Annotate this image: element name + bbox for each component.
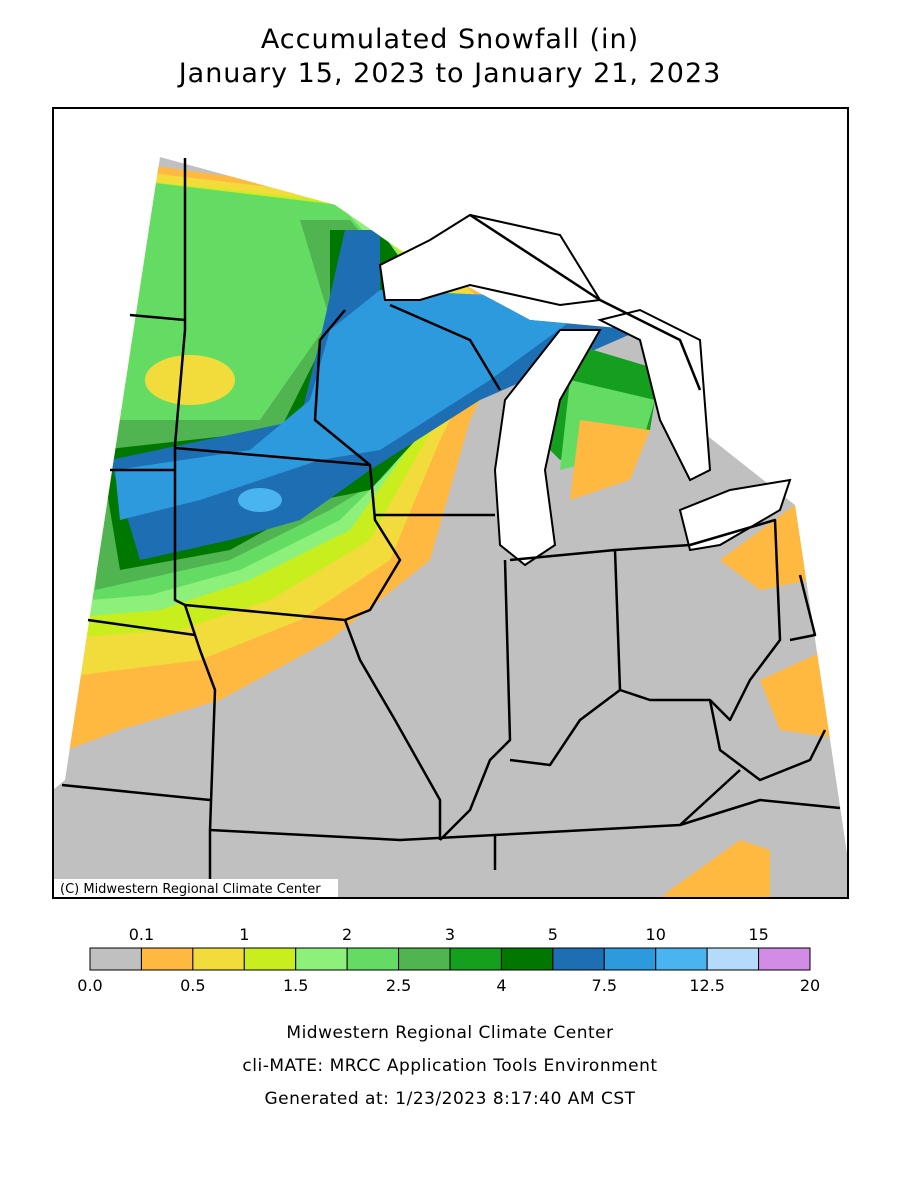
legend-swatch xyxy=(552,947,605,971)
legend-label: 1.5 xyxy=(283,976,308,995)
legend-swatch xyxy=(243,947,297,971)
legend-label: 10 xyxy=(646,925,666,944)
footer-line: Midwestern Regional Climate Center xyxy=(286,1023,613,1043)
legend-label: 2 xyxy=(342,925,352,944)
title: Accumulated Snowfall (in) xyxy=(261,24,639,55)
legend: 0.0 0.1 0.5 1 1.5 2 2.5 3 4 5 7.5 10 12.5 15 20 xyxy=(77,925,820,995)
legend-swatch xyxy=(706,947,760,971)
legend-label: 7.5 xyxy=(592,976,617,995)
footer-line: cli-MATE: MRCC Application Tools Environ… xyxy=(242,1056,657,1076)
legend-swatch xyxy=(655,947,708,971)
footer-line: Generated at: 1/23/2023 8:17:40 AM CST xyxy=(264,1089,635,1109)
legend-swatch xyxy=(500,947,554,971)
legend-label: 1 xyxy=(239,925,249,944)
legend-label: 3 xyxy=(445,925,455,944)
state-borders xyxy=(61,158,841,898)
map-frame xyxy=(52,107,849,899)
legend-swatch xyxy=(398,947,451,971)
legend-label: 20 xyxy=(800,976,820,995)
legend-label: 0.1 xyxy=(129,925,154,944)
legend-label: 2.5 xyxy=(386,976,411,995)
legend-label: 15 xyxy=(748,925,768,944)
credit-box xyxy=(54,879,338,897)
legend-swatch xyxy=(346,947,400,971)
legend-label: 4 xyxy=(496,976,506,995)
legend-label: 0.0 xyxy=(77,976,102,995)
legend-label: 0.5 xyxy=(180,976,205,995)
legend-swatch xyxy=(192,947,245,971)
legend-swatch xyxy=(295,947,348,971)
legend-swatch xyxy=(603,947,657,971)
legend-label: 12.5 xyxy=(689,976,725,995)
legend-swatch xyxy=(758,947,811,971)
legend-swatch xyxy=(449,947,502,971)
subtitle: January 15, 2023 to January 21, 2023 xyxy=(177,58,722,89)
map-credit: (C) Midwestern Regional Climate Center xyxy=(60,882,321,897)
legend-swatch xyxy=(89,947,142,971)
lakes xyxy=(378,213,792,567)
legend-label: 5 xyxy=(548,925,558,944)
legend-swatch xyxy=(140,947,194,971)
